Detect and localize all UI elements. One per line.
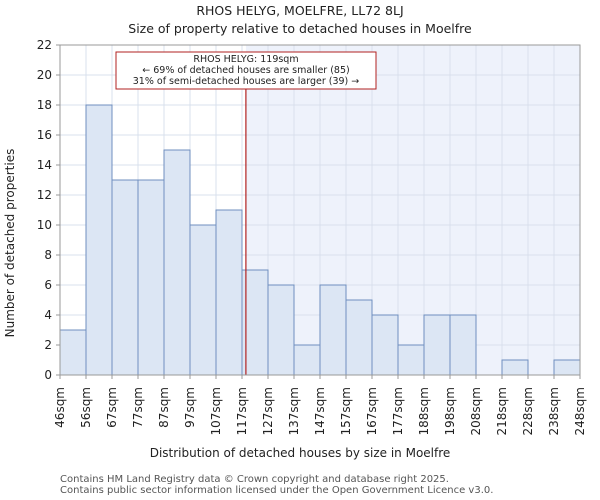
y-tick-label: 22 [37, 38, 52, 52]
x-tick-label: 56sqm [79, 387, 93, 428]
y-tick-label: 6 [44, 278, 52, 292]
y-tick-label: 2 [44, 338, 52, 352]
x-tick-label: 188sqm [417, 387, 431, 435]
bar-87sqm [163, 149, 191, 376]
bars [59, 104, 581, 376]
x-tick-label: 248sqm [573, 387, 587, 435]
y-tick-label: 16 [37, 128, 52, 142]
x-tick-label: 87sqm [157, 387, 171, 428]
highlight-region [245, 45, 580, 375]
x-tick-label: 238sqm [547, 387, 561, 435]
x-tick-label: 228sqm [521, 387, 535, 435]
y-tick-label: 0 [44, 368, 52, 382]
y-tick-label: 8 [44, 248, 52, 262]
bar-198sqm [449, 314, 477, 376]
bar-238sqm [553, 359, 581, 376]
x-axis-label: Distribution of detached houses by size … [150, 446, 451, 460]
bar-218sqm [501, 359, 529, 376]
x-tick-label: 177sqm [391, 387, 405, 435]
bar-177sqm [397, 344, 425, 376]
x-tick-label: 208sqm [469, 387, 483, 435]
x-tick-label: 218sqm [495, 387, 509, 435]
bar-167sqm [371, 314, 399, 376]
bar-157sqm [345, 299, 373, 376]
annotation-line-3: 31% of semi-detached houses are larger (… [133, 76, 360, 87]
annotation-box: RHOS HELYG: 119sqm ← 69% of detached hou… [115, 51, 377, 90]
x-tick-label: 167sqm [365, 387, 379, 435]
x-tick-label: 137sqm [287, 387, 301, 435]
x-tick-labels: 46sqm 56sqm 67sqm 77sqm 87sqm 97sqm 107sqm 117s… [53, 375, 587, 435]
bar-46sqm [59, 329, 87, 376]
title-line-1: RHOS HELYG, MOELFRE, LL72 8LJ [196, 3, 403, 18]
chart-title: RHOS HELYG, MOELFRE, LL72 8LJ Size of pr… [128, 3, 472, 36]
bar-56sqm [85, 104, 113, 376]
footer-line-2: Contains public sector information licen… [60, 485, 494, 496]
x-tick-label: 77sqm [131, 387, 145, 428]
bar-67sqm [111, 179, 139, 376]
bar-97sqm [189, 224, 217, 376]
y-tick-label: 18 [37, 98, 52, 112]
x-tick-label: 67sqm [105, 387, 119, 428]
x-tick-label: 157sqm [339, 387, 353, 435]
x-tick-label: 117sqm [235, 387, 249, 435]
y-axis-label: Number of detached properties [3, 149, 17, 338]
bar-188sqm [423, 314, 451, 376]
bar-107sqm [215, 209, 243, 376]
x-tick-label: 198sqm [443, 387, 457, 435]
footer-line-1: Contains HM Land Registry data © Crown c… [60, 474, 449, 485]
bar-77sqm [137, 179, 165, 376]
bar-137sqm [293, 344, 321, 376]
y-tick-label: 4 [44, 308, 52, 322]
y-tick-label: 12 [37, 188, 52, 202]
annotation-line-1: RHOS HELYG: 119sqm [193, 54, 298, 65]
bar-127sqm [267, 284, 295, 376]
annotation-line-2: ← 69% of detached houses are smaller (85… [142, 65, 349, 76]
bar-147sqm [319, 284, 347, 376]
title-line-2: Size of property relative to detached ho… [128, 21, 472, 36]
annotation-frame [115, 51, 377, 90]
x-tick-label: 46sqm [53, 387, 67, 428]
y-tick-label: 20 [37, 68, 52, 82]
x-tick-label: 97sqm [183, 387, 197, 428]
y-tick-labels: 0 2 4 6 8 10 12 14 16 18 20 22 [37, 38, 60, 382]
y-tick-label: 14 [37, 158, 52, 172]
y-tick-label: 10 [37, 218, 52, 232]
x-tick-label: 127sqm [261, 387, 275, 435]
x-tick-label: 147sqm [313, 387, 327, 435]
x-tick-label: 107sqm [209, 387, 223, 435]
